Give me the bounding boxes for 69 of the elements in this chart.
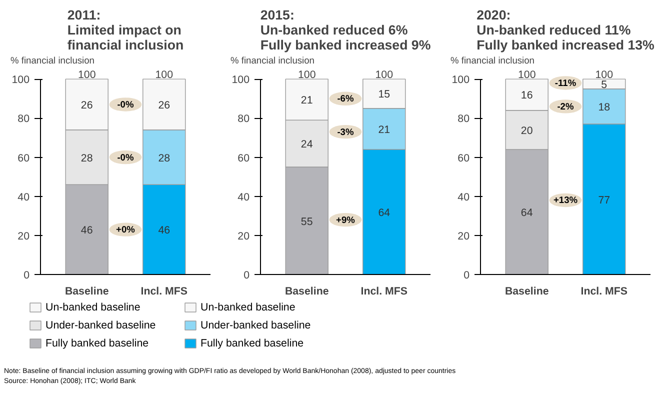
x-tick-label: Incl. MFS: [360, 286, 408, 298]
y-tick-label: 0: [24, 270, 30, 282]
data-label: 26: [80, 99, 93, 112]
x-tick-label: Baseline: [284, 286, 329, 298]
chart-title: 2011: Limited impact on financial inclusion: [67, 8, 184, 52]
data-label: 21: [300, 94, 313, 107]
y-tick-label: 80: [458, 113, 470, 126]
annotation: -3%: [337, 126, 354, 137]
y-tick-label: 100: [232, 74, 250, 86]
y-tick-label: 60: [238, 152, 250, 164]
y-tick-label: 20: [18, 230, 30, 242]
annotation: -2%: [557, 101, 574, 112]
annotation: +13%: [553, 195, 578, 206]
y-tick-label: 40: [458, 191, 470, 204]
data-label: 55: [300, 216, 313, 228]
y-tick-label: 40: [18, 191, 30, 204]
y-tick-label: 100: [12, 74, 30, 86]
annotation: -11%: [554, 78, 577, 88]
x-tick-label: Incl. MFS: [580, 286, 628, 298]
y-tick-label: 40: [238, 191, 250, 204]
data-label: 28: [80, 152, 93, 164]
data-label: 20: [520, 124, 533, 137]
data-label: 16: [520, 90, 533, 102]
data-label: 18: [598, 101, 610, 114]
chart-title: 2015: Un-banked reduced 6% Fully banked increased 9%: [260, 8, 431, 52]
y-tick-label: 0: [244, 270, 250, 282]
data-label: 21: [378, 124, 390, 136]
legend-label: Fully banked baseline: [200, 338, 304, 350]
y-axis-title: % financial inclusion: [10, 56, 94, 66]
data-label: 24: [300, 138, 313, 151]
y-tick-label: 20: [458, 230, 470, 242]
y-tick-label: 60: [458, 152, 470, 164]
annotation: -0%: [117, 152, 134, 162]
chart-title: 2020: Un-banked reduced 11% Fully banked increased 13%: [476, 8, 655, 52]
x-tick-label: Baseline: [64, 286, 109, 298]
data-label: 5: [601, 78, 608, 91]
data-label: 77: [598, 194, 610, 206]
data-label: 46: [80, 224, 93, 237]
legend-label: Un-banked baseline: [200, 302, 296, 314]
total-label: 100: [155, 69, 174, 82]
y-tick-label: 20: [238, 230, 250, 242]
y-tick-label: 80: [18, 113, 30, 126]
legend-label: Under-banked baseline: [46, 320, 156, 332]
annotation: +0%: [116, 224, 136, 235]
y-tick-label: 80: [238, 113, 250, 126]
y-tick-label: 60: [18, 152, 30, 164]
y-axis-title: % financial inclusion: [450, 56, 534, 66]
annotation: -6%: [337, 94, 354, 104]
legend-label: Fully banked baseline: [46, 338, 149, 350]
y-tick-label: 0: [464, 270, 470, 282]
annotation: -0%: [117, 99, 134, 110]
data-label: 28: [158, 152, 170, 164]
data-label: 64: [520, 206, 533, 219]
legend-label: Un-banked baseline: [46, 302, 140, 314]
y-axis-title: % financial inclusion: [230, 56, 314, 66]
total-label: 100: [375, 69, 394, 82]
x-tick-label: Baseline: [504, 286, 549, 298]
data-label: 15: [378, 88, 390, 101]
annotation: +9%: [336, 214, 356, 225]
total-label: 100: [78, 69, 96, 82]
total-label: 100: [298, 69, 316, 82]
legend-label: Under-banked baseline: [200, 320, 311, 332]
x-tick-label: Incl. MFS: [140, 286, 188, 298]
y-tick-label: 100: [452, 74, 470, 86]
total-label: 100: [595, 69, 614, 82]
data-label: 64: [378, 206, 390, 219]
data-label: 46: [158, 224, 170, 237]
data-label: 26: [158, 99, 170, 112]
total-label: 100: [518, 69, 536, 82]
